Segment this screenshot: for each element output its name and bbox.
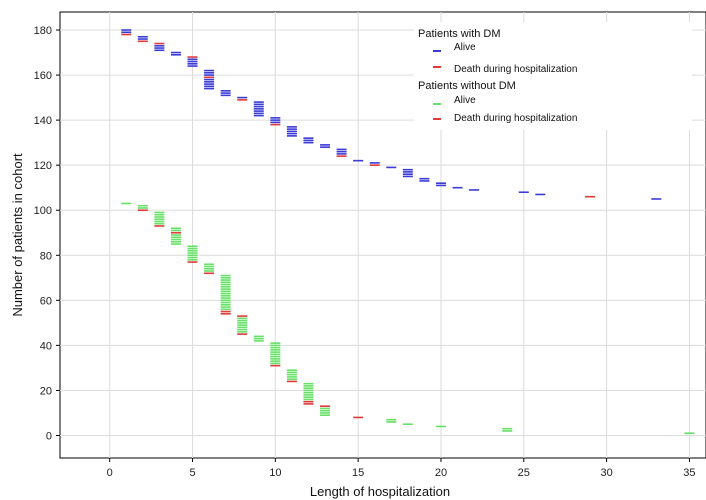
y-tick-label: 20	[40, 385, 52, 397]
axis-ticks: 0 5 10 15 20 25 30 35 0 20 40 60 80 100 120 140 160 180	[34, 25, 696, 479]
x-axis-title: Length of hospitalization	[310, 484, 450, 499]
legend-header-non-dm: Patients without DM	[418, 80, 516, 92]
y-tick-label: 180	[34, 25, 52, 37]
x-tick-label: 5	[189, 467, 195, 479]
y-tick-label: 40	[40, 340, 52, 352]
x-tick-label: 35	[683, 467, 695, 479]
legend: Patients with DM Alive Death during hosp…	[414, 22, 692, 130]
legend-label-dm-alive: Alive	[454, 42, 476, 53]
legend-label-non-dm-alive: Alive	[454, 95, 476, 106]
x-tick-label: 20	[435, 467, 447, 479]
y-tick-label: 100	[34, 205, 52, 217]
y-tick-label: 120	[34, 160, 52, 172]
legend-box	[414, 22, 692, 130]
y-tick-label: 0	[46, 430, 52, 442]
x-tick-label: 15	[352, 467, 364, 479]
x-tick-label: 25	[518, 467, 530, 479]
y-tick-label: 160	[34, 70, 52, 82]
y-axis-title: Number of patients in cohort	[10, 153, 25, 317]
x-tick-label: 0	[107, 467, 113, 479]
y-tick-label: 80	[40, 250, 52, 262]
legend-label-dm-death: Death during hospitalization	[454, 64, 577, 75]
x-tick-label: 10	[269, 467, 281, 479]
data-marks	[121, 29, 695, 435]
legend-header-dm: Patients with DM	[418, 28, 501, 40]
x-tick-label: 30	[600, 467, 612, 479]
y-tick-label: 60	[40, 295, 52, 307]
legend-label-non-dm-death: Death during hospitalization	[454, 113, 577, 124]
y-tick-label: 140	[34, 115, 52, 127]
